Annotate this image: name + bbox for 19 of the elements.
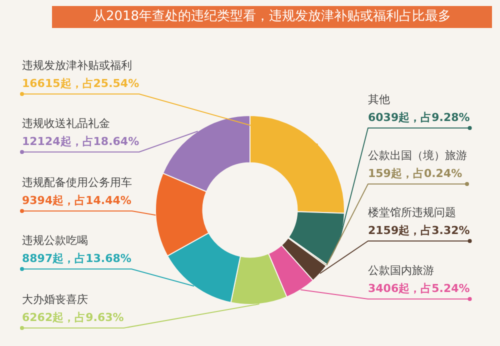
slice-label: 公款国内旅游 [368, 263, 435, 278]
data-label: 6262起，占9.63% [22, 310, 124, 325]
data-label: 9394起，占14.44% [22, 193, 132, 208]
data-label: 159起，占0.24% [368, 166, 464, 181]
slice-label: 其他 [368, 92, 391, 107]
data-label: 12124起，占18.64% [22, 134, 140, 149]
slice-label: 违规公款吃喝 [22, 233, 89, 248]
data-label: 3406起，占5.24% [368, 281, 470, 296]
slice-label: 违规配备使用公务用车 [22, 175, 132, 190]
slice-label: 楼堂馆所违规问题 [368, 205, 457, 220]
data-label: 2159起，占3.32% [368, 223, 470, 238]
slice-label: 违规收送礼品礼金 [22, 116, 111, 131]
data-label: 8897起，占13.68% [22, 251, 132, 266]
data-label: 16615起，占25.54% [22, 76, 140, 91]
chart-title: 从2018年查处的违纪类型看，违规发放津补贴或福利占比最多 [52, 6, 492, 28]
slice-label: 公款出国（境）旅游 [368, 148, 467, 163]
slice-label: 大办婚丧喜庆 [22, 292, 89, 307]
slice-label: 违规发放津补贴或福利 [22, 58, 133, 73]
data-label: 6039起，占9.28% [368, 110, 470, 125]
